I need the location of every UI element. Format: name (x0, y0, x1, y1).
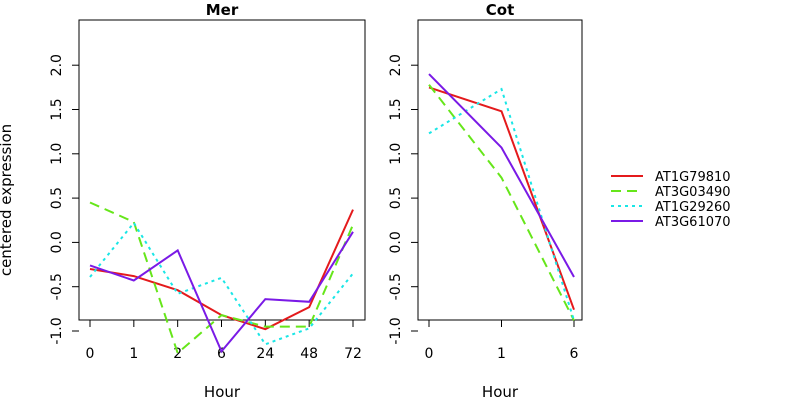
panel-cot: Cot -1.0 -0.5 0.0 0.5 1.0 1.5 2.0 0 1 6 Hour (388, 1, 583, 400)
legend-label-at3g03490: AT3G03490 (655, 185, 731, 200)
cot-x-tick-label: 6 (570, 346, 579, 362)
mer-x-tick-label: 24 (256, 346, 274, 362)
cot-y-tick-label: -0.5 (388, 273, 404, 300)
mer-y-tick-label: 2.0 (49, 54, 65, 76)
mer-x-tick-label: 1 (129, 346, 138, 362)
mer-x-tick-label: 2 (173, 346, 182, 362)
cot-x-axis-label: Hour (482, 383, 519, 400)
cot-y-tick-label: 1.5 (388, 98, 404, 120)
legend-label-at1g79810: AT1G79810 (655, 170, 731, 185)
y-axis-label: centered expression (0, 124, 15, 276)
mer-x-tick-label: 6 (217, 346, 226, 362)
legend-label-at3g61070: AT3G61070 (655, 215, 731, 230)
cot-y-tick-label: 0.0 (388, 231, 404, 253)
cot-series-line-at3g03490 (428, 84, 575, 321)
mer-x-tick-label: 0 (86, 346, 95, 362)
legend-label-at1g29260: AT1G29260 (655, 200, 731, 215)
cot-x-tick-label: 1 (497, 346, 506, 362)
mer-series-line-at3g03490 (89, 201, 354, 355)
panel-mer: Mer -1.0 -0.5 0.0 0.5 1.0 1.5 2.0 0 1 2 6 24 48 72 Hour (49, 1, 366, 400)
cot-y-tick-label: 0.5 (388, 187, 404, 209)
mer-y-tick-label: 1.0 (49, 143, 65, 165)
mer-y-tick-label: 0.0 (49, 231, 65, 253)
cot-panel-title: Cot (486, 1, 514, 19)
mer-y-tick-label: -1.0 (49, 317, 65, 344)
cot-x-tick-label: 0 (425, 346, 434, 362)
mer-series-line-at3g61070 (89, 231, 354, 354)
mer-y-tick-label: 0.5 (49, 187, 65, 209)
mer-y-tick-label: 1.5 (49, 98, 65, 120)
mer-y-tick-label: -0.5 (49, 273, 65, 300)
cot-plot-frame (417, 19, 583, 321)
mer-x-tick-label: 72 (344, 346, 362, 362)
mer-x-tick-label: 48 (300, 346, 318, 362)
mer-x-axis-label: Hour (204, 383, 241, 400)
cot-y-tick-label: -1.0 (388, 317, 404, 344)
cot-series-line-at3g61070 (428, 73, 575, 278)
cot-y-tick-label: 1.0 (388, 143, 404, 165)
mer-panel-title: Mer (206, 1, 239, 19)
cot-series-line-at1g29260 (428, 87, 575, 321)
cot-y-tick-label: 2.0 (388, 54, 404, 76)
